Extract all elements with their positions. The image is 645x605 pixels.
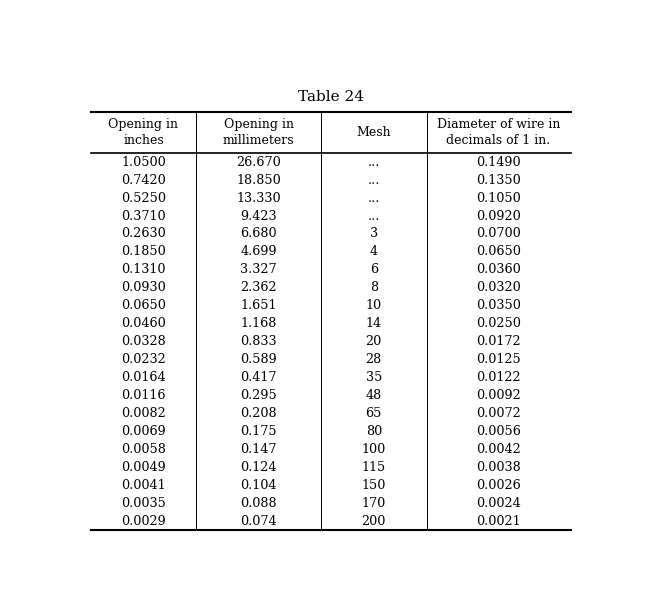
Text: 1.168: 1.168 xyxy=(241,317,277,330)
Text: 0.295: 0.295 xyxy=(240,389,277,402)
Text: 200: 200 xyxy=(362,515,386,528)
Text: 1.0500: 1.0500 xyxy=(121,155,166,169)
Text: 14: 14 xyxy=(366,317,382,330)
Text: 0.0072: 0.0072 xyxy=(476,407,521,420)
Text: 6: 6 xyxy=(370,263,378,276)
Text: 0.0021: 0.0021 xyxy=(476,515,521,528)
Text: 0.0125: 0.0125 xyxy=(476,353,521,366)
Text: 0.0049: 0.0049 xyxy=(121,461,166,474)
Text: 4.699: 4.699 xyxy=(241,246,277,258)
Text: 0.0164: 0.0164 xyxy=(121,371,166,384)
Text: 0.0650: 0.0650 xyxy=(476,246,521,258)
Text: 28: 28 xyxy=(366,353,382,366)
Text: 6.680: 6.680 xyxy=(241,227,277,240)
Text: 0.0035: 0.0035 xyxy=(121,497,166,509)
Text: 115: 115 xyxy=(362,461,386,474)
Text: 0.0042: 0.0042 xyxy=(476,443,521,456)
Text: 0.0232: 0.0232 xyxy=(121,353,166,366)
Text: 0.0041: 0.0041 xyxy=(121,479,166,492)
Text: 65: 65 xyxy=(366,407,382,420)
Text: 0.0058: 0.0058 xyxy=(121,443,166,456)
Text: 0.0116: 0.0116 xyxy=(121,389,166,402)
Text: 0.2630: 0.2630 xyxy=(121,227,166,240)
Text: 0.1310: 0.1310 xyxy=(121,263,166,276)
Text: 0.1050: 0.1050 xyxy=(476,192,521,204)
Text: 0.417: 0.417 xyxy=(241,371,277,384)
Text: 0.124: 0.124 xyxy=(241,461,277,474)
Text: 0.0056: 0.0056 xyxy=(476,425,521,438)
Text: 3: 3 xyxy=(370,227,378,240)
Text: 0.0026: 0.0026 xyxy=(476,479,521,492)
Text: 0.0092: 0.0092 xyxy=(476,389,521,402)
Text: 0.5250: 0.5250 xyxy=(121,192,166,204)
Text: 0.0328: 0.0328 xyxy=(121,335,166,348)
Text: 0.0038: 0.0038 xyxy=(476,461,521,474)
Text: 0.0650: 0.0650 xyxy=(121,299,166,312)
Text: 0.589: 0.589 xyxy=(240,353,277,366)
Text: 0.0700: 0.0700 xyxy=(476,227,521,240)
Text: ...: ... xyxy=(368,192,380,204)
Text: 0.0172: 0.0172 xyxy=(476,335,521,348)
Text: 0.1490: 0.1490 xyxy=(476,155,521,169)
Text: 9.423: 9.423 xyxy=(241,209,277,223)
Text: 13.330: 13.330 xyxy=(236,192,281,204)
Text: 0.088: 0.088 xyxy=(241,497,277,509)
Text: 48: 48 xyxy=(366,389,382,402)
Text: 0.0460: 0.0460 xyxy=(121,317,166,330)
Text: 20: 20 xyxy=(366,335,382,348)
Text: 80: 80 xyxy=(366,425,382,438)
Text: 3.327: 3.327 xyxy=(241,263,277,276)
Text: ...: ... xyxy=(368,155,380,169)
Text: 0.0029: 0.0029 xyxy=(121,515,166,528)
Text: 0.147: 0.147 xyxy=(241,443,277,456)
Text: 18.850: 18.850 xyxy=(236,174,281,186)
Text: 0.0350: 0.0350 xyxy=(476,299,521,312)
Text: 0.1350: 0.1350 xyxy=(476,174,521,186)
Text: 100: 100 xyxy=(362,443,386,456)
Text: 0.833: 0.833 xyxy=(241,335,277,348)
Text: 0.0920: 0.0920 xyxy=(476,209,521,223)
Text: Mesh: Mesh xyxy=(357,126,391,139)
Text: Opening in
inches: Opening in inches xyxy=(108,118,179,147)
Text: 0.208: 0.208 xyxy=(241,407,277,420)
Text: 8: 8 xyxy=(370,281,378,294)
Text: Table 24: Table 24 xyxy=(297,90,364,104)
Text: 2.362: 2.362 xyxy=(241,281,277,294)
Text: 10: 10 xyxy=(366,299,382,312)
Text: 0.0024: 0.0024 xyxy=(476,497,521,509)
Text: ...: ... xyxy=(368,174,380,186)
Text: Diameter of wire in
decimals of 1 in.: Diameter of wire in decimals of 1 in. xyxy=(437,118,561,147)
Text: 1.651: 1.651 xyxy=(241,299,277,312)
Text: ...: ... xyxy=(368,209,380,223)
Text: 4: 4 xyxy=(370,246,378,258)
Text: 0.0082: 0.0082 xyxy=(121,407,166,420)
Text: 35: 35 xyxy=(366,371,382,384)
Text: 0.0250: 0.0250 xyxy=(476,317,521,330)
Text: 0.104: 0.104 xyxy=(241,479,277,492)
Text: Opening in
millimeters: Opening in millimeters xyxy=(223,118,294,147)
Text: 0.175: 0.175 xyxy=(241,425,277,438)
Text: 26.670: 26.670 xyxy=(236,155,281,169)
Text: 0.0122: 0.0122 xyxy=(476,371,521,384)
Text: 0.3710: 0.3710 xyxy=(121,209,166,223)
Text: 0.0320: 0.0320 xyxy=(476,281,521,294)
Text: 0.0930: 0.0930 xyxy=(121,281,166,294)
Text: 0.0069: 0.0069 xyxy=(121,425,166,438)
Text: 150: 150 xyxy=(362,479,386,492)
Text: 0.1850: 0.1850 xyxy=(121,246,166,258)
Text: 0.074: 0.074 xyxy=(241,515,277,528)
Text: 0.7420: 0.7420 xyxy=(121,174,166,186)
Text: 170: 170 xyxy=(362,497,386,509)
Text: 0.0360: 0.0360 xyxy=(476,263,521,276)
